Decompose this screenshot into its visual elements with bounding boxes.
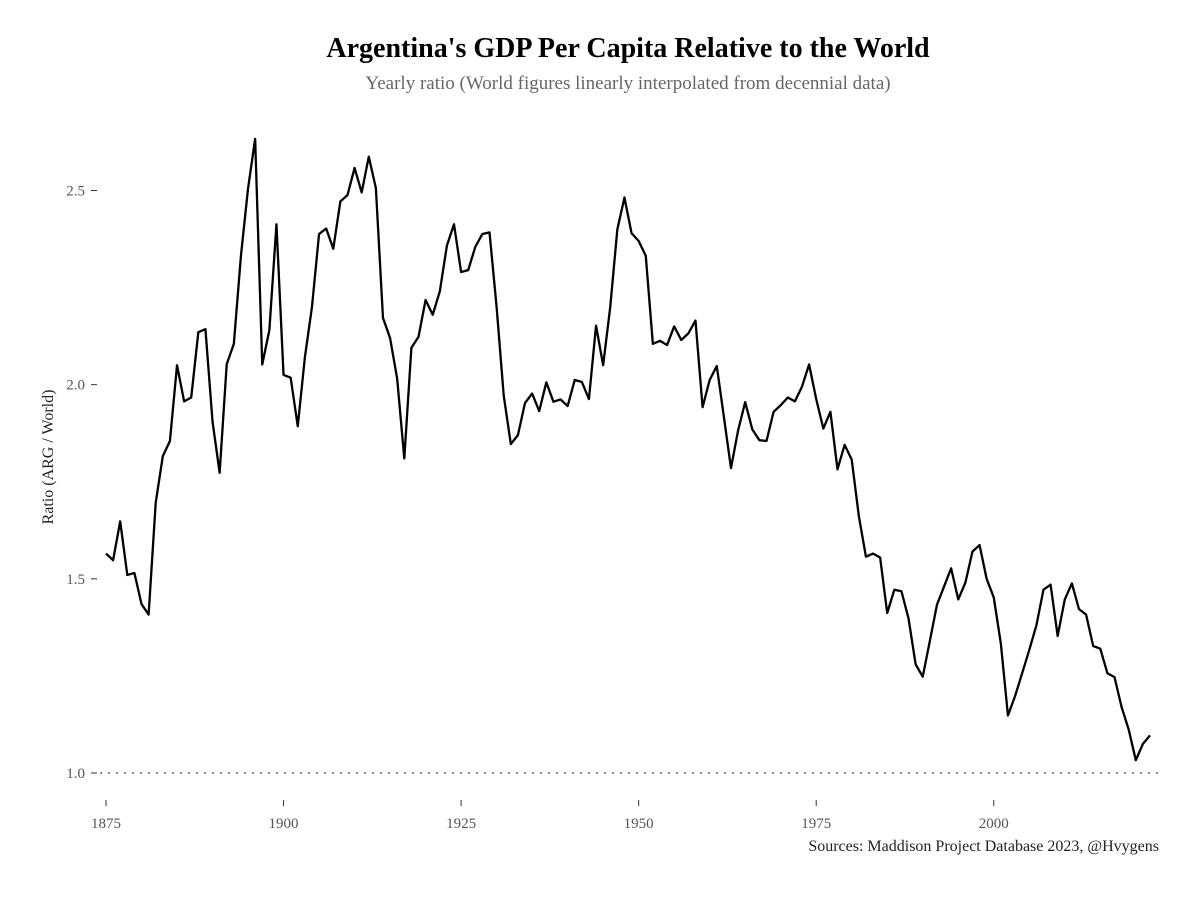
x-tick-label: 1950 bbox=[624, 816, 654, 832]
x-tick-label: 1925 bbox=[446, 816, 476, 832]
chart-subtitle: Yearly ratio (World figures linearly int… bbox=[365, 73, 891, 94]
series-line-0 bbox=[105, 137, 1151, 762]
x-tick-label: 1875 bbox=[91, 816, 121, 832]
y-tick-label: 1.5 bbox=[66, 572, 85, 588]
chart-caption: Sources: Maddison Project Database 2023,… bbox=[808, 838, 1159, 855]
y-axis-title: Ratio (ARG / World) bbox=[40, 390, 57, 525]
chart-title: Argentina's GDP Per Capita Relative to t… bbox=[326, 33, 930, 64]
x-axis: 1875 1900 1925 1950 1975 2000 bbox=[91, 800, 1009, 832]
y-tick-label: 1.0 bbox=[66, 766, 85, 782]
series-layer bbox=[105, 137, 1151, 762]
x-tick-label: 2000 bbox=[979, 816, 1009, 832]
y-tick-label: 2.0 bbox=[66, 378, 85, 394]
x-tick-label: 1900 bbox=[269, 816, 299, 832]
x-tick-label: 1975 bbox=[801, 816, 831, 832]
y-tick-label: 2.5 bbox=[66, 183, 85, 199]
y-axis: 1.0 1.5 2.0 2.5 bbox=[66, 183, 97, 782]
